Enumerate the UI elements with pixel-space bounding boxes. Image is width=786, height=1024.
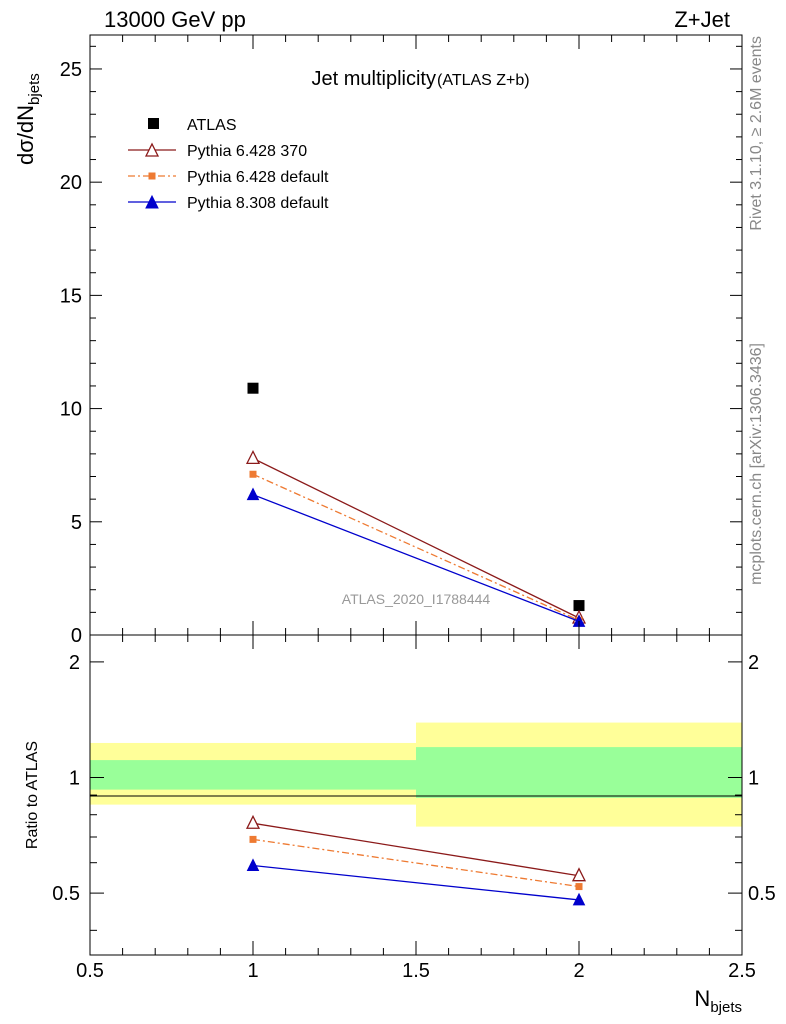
- main-line-pythia-6-428-370: [252, 457, 580, 619]
- ratio-y-tick-label: 2: [69, 652, 80, 674]
- process-label: Z+Jet: [674, 7, 730, 32]
- legend-marker-pythia8-default: [145, 194, 159, 209]
- main-point-pythia-8-308-default: [246, 487, 260, 501]
- mcplots-label: mcplots.cern.ch [arXiv:1306.3436]: [748, 343, 765, 585]
- main-y-tick-label: 10: [60, 399, 82, 421]
- ratio-x-ticks: 0.5 1 1.5 2 2.5: [76, 635, 756, 982]
- legend-marker-pythia6-default: [148, 172, 156, 180]
- chart-subtitle: (ATLAS Z+b): [437, 72, 530, 89]
- chart-title: Jet multiplicity: [312, 68, 436, 90]
- ratio-point-pythia-8-308-default: [246, 858, 260, 872]
- main-point-atlas: [573, 600, 585, 612]
- x-axis-label: Nbjets: [694, 986, 742, 1016]
- legend-marker-pythia6-370: [144, 142, 160, 157]
- main-x-ticks: [89, 35, 743, 635]
- x-axis-label-main: N: [694, 986, 710, 1011]
- ratio-point-pythia-6-428-default: [249, 835, 257, 843]
- legend-label-atlas: ATLAS: [187, 117, 237, 134]
- main-y-tick-label: 20: [60, 172, 82, 194]
- ratio-line-pythia-6-428-370: [252, 822, 580, 877]
- ratio-x-tick-label: 1.5: [402, 960, 430, 982]
- ratio-line-pythia-6-428-default: [252, 838, 580, 888]
- ratio-y-tick-label-right: 1: [748, 768, 759, 790]
- main-y-axis-label-main: dσ/dN: [13, 105, 38, 165]
- ratio-y-tick-label: 0.5: [52, 883, 80, 905]
- ratio-point-pythia-6-428-370: [571, 867, 587, 882]
- legend-label-pythia8-default: Pythia 8.308 default: [187, 195, 329, 212]
- main-panel-content: [245, 382, 587, 627]
- x-axis-label-sub: bjets: [710, 999, 742, 1016]
- energy-label: 13000 GeV pp: [104, 7, 246, 32]
- main-point-pythia-6-428-370: [245, 449, 261, 465]
- ratio-point-pythia-8-308-default: [572, 892, 586, 906]
- uncertainty-band-inner: [416, 747, 742, 798]
- analysis-watermark: ATLAS_2020_I1788444: [342, 591, 491, 607]
- ratio-point-pythia-6-428-370: [245, 814, 261, 829]
- main-y-tick-label: 0: [71, 625, 82, 647]
- main-point-atlas: [247, 382, 259, 394]
- ratio-panel-content: [245, 814, 587, 906]
- rivet-version-label: Rivet 3.1.10, ≥ 2.6M events: [748, 36, 765, 231]
- ratio-point-pythia-6-428-default: [575, 883, 583, 891]
- main-y-axis-label-sub: bjets: [26, 73, 43, 105]
- legend-label-pythia6-default: Pythia 6.428 default: [187, 169, 329, 186]
- main-y-axis-label: dσ/dNbjets: [13, 73, 43, 165]
- main-y-tick-label: 25: [60, 59, 82, 81]
- ratio-x-tick-label: 2.5: [728, 960, 756, 982]
- uncertainty-band-inner: [90, 760, 416, 790]
- ratio-uncertainty-bands: [90, 722, 742, 827]
- ratio-y-axis-label: Ratio to ATLAS: [24, 741, 41, 849]
- legend-marker-atlas: [148, 118, 159, 129]
- main-y-ticks: 0 5 10 15 20 25: [60, 45, 742, 647]
- ratio-y-tick-label-right: 2: [748, 652, 759, 674]
- ratio-x-tick-label: 2: [573, 960, 584, 982]
- ratio-x-tick-label: 1: [247, 960, 258, 982]
- ratio-line-pythia-8-308-default: [252, 864, 580, 901]
- legend-label-pythia6-370: Pythia 6.428 370: [187, 143, 307, 160]
- legend: ATLAS Pythia 6.428 370 Pythia 6.428 defa…: [128, 117, 329, 212]
- main-y-tick-label: 5: [71, 512, 82, 534]
- ratio-y-tick-label-right: 0.5: [748, 883, 776, 905]
- main-line-pythia-8-308-default: [252, 494, 580, 623]
- ratio-y-tick-label: 1: [69, 768, 80, 790]
- ratio-panel: 0.5 0.5 1 1 2 2 0.5 1 1.5 2 2.5 Ratio to ATLAS Nb…: [24, 634, 776, 1016]
- main-y-tick-label: 15: [60, 285, 82, 307]
- ratio-y-ticks: 0.5 0.5 1 1 2 2: [52, 652, 776, 931]
- ratio-x-tick-label: 0.5: [76, 960, 104, 982]
- main-point-pythia-6-428-default: [249, 470, 257, 478]
